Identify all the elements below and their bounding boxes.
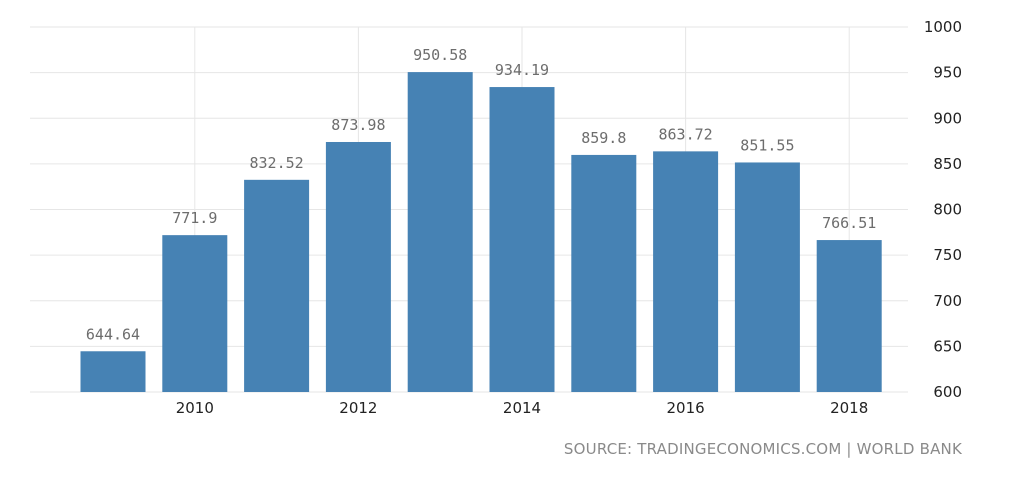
x-tick-label: 2018 bbox=[830, 399, 868, 417]
y-tick-label: 600 bbox=[933, 383, 962, 401]
bar-2016 bbox=[653, 151, 719, 392]
bar-2013 bbox=[407, 72, 473, 392]
x-tick-label: 2012 bbox=[339, 399, 377, 417]
value-label-2012: 873.98 bbox=[331, 116, 385, 134]
x-tick-label: 2016 bbox=[667, 399, 705, 417]
y-tick-label: 1000 bbox=[924, 18, 962, 36]
bar-2015 bbox=[571, 154, 637, 392]
source-note: SOURCE: TRADINGECONOMICS.COM | WORLD BAN… bbox=[563, 440, 962, 458]
value-labels: 644.64 771.9 832.52 873.98 950.58 934.19 859.8… bbox=[86, 46, 876, 343]
bar-2014 bbox=[489, 87, 555, 392]
bar-2011 bbox=[244, 179, 310, 392]
value-label-2011: 832.52 bbox=[250, 154, 304, 172]
value-label-2018: 766.51 bbox=[822, 214, 876, 232]
y-tick-label: 700 bbox=[933, 292, 962, 310]
y-tick-label: 800 bbox=[933, 201, 962, 219]
y-tick-label: 900 bbox=[933, 109, 962, 127]
bar-series bbox=[80, 72, 882, 392]
bar-2017 bbox=[734, 162, 800, 392]
x-tick-label: 2014 bbox=[503, 399, 541, 417]
y-tick-label: 950 bbox=[933, 64, 962, 82]
y-tick-label: 850 bbox=[933, 155, 962, 173]
x-tick-label: 2010 bbox=[176, 399, 214, 417]
value-label-2014: 934.19 bbox=[495, 61, 549, 79]
value-label-2015: 859.8 bbox=[581, 129, 626, 147]
x-axis-tick-labels: 2010 2012 2014 2016 2018 bbox=[176, 399, 869, 417]
bar-2012 bbox=[325, 141, 391, 392]
y-tick-label: 750 bbox=[933, 246, 962, 264]
bar-2018 bbox=[816, 240, 882, 392]
value-label-2013: 950.58 bbox=[413, 46, 467, 64]
y-axis-tick-labels: 600 650 700 750 800 850 900 950 1000 bbox=[924, 18, 962, 401]
bar-2009 bbox=[80, 351, 146, 392]
bar-2010 bbox=[162, 235, 228, 392]
value-label-2017: 851.55 bbox=[740, 136, 794, 154]
value-label-2009: 644.64 bbox=[86, 325, 140, 343]
value-label-2016: 863.72 bbox=[659, 125, 713, 143]
y-tick-label: 650 bbox=[933, 337, 962, 355]
value-label-2010: 771.9 bbox=[172, 209, 217, 227]
